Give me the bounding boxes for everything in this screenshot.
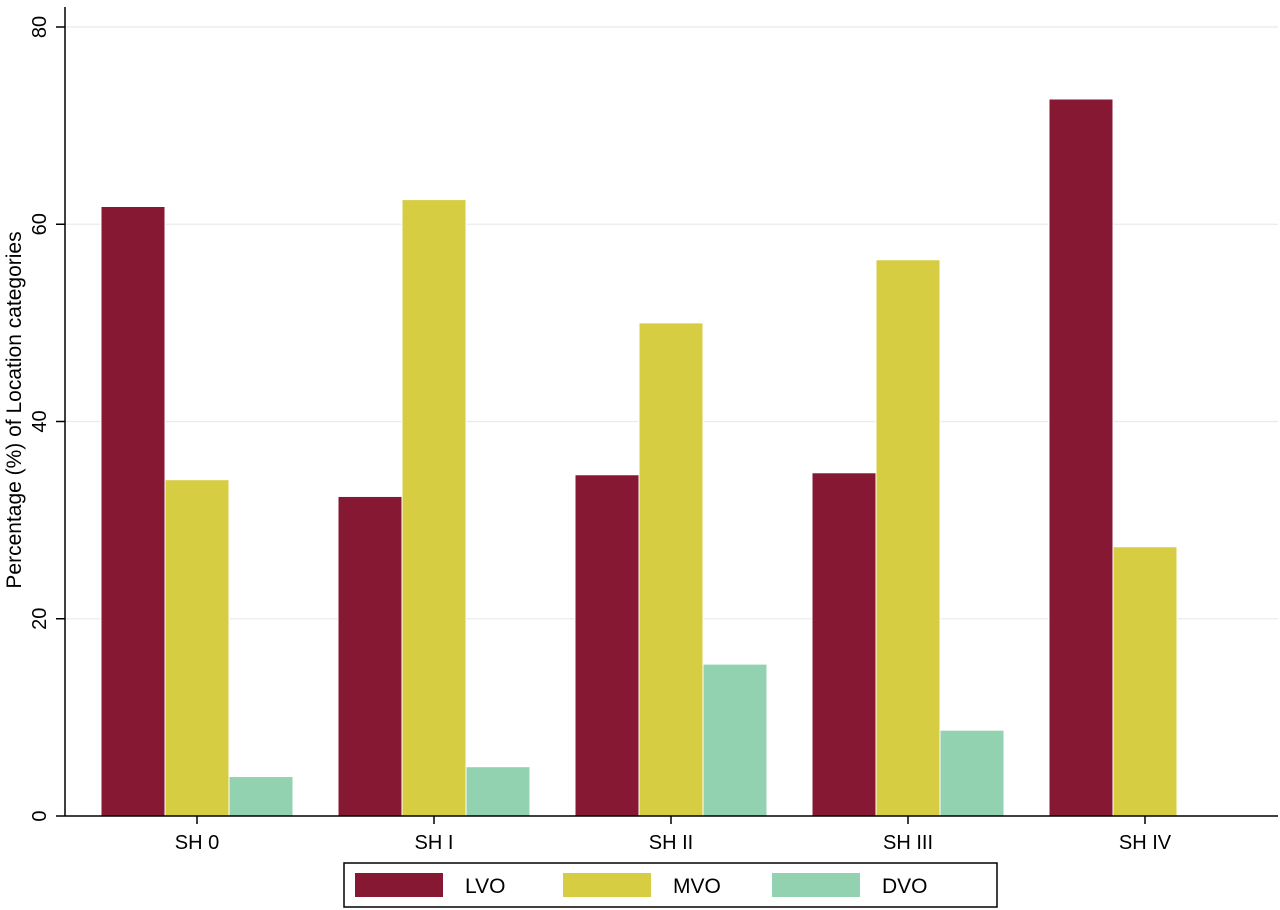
y-axis-title: Percentage (%) of Location categories (3, 231, 26, 588)
y-tick-label: 0 (29, 810, 51, 821)
bar-dvo-sh-i (465, 766, 531, 817)
y-ticks: 0 20 40 60 80 (29, 16, 65, 822)
y-tick-label: 40 (29, 410, 51, 432)
bar-mvo-sh-i (401, 199, 467, 817)
bar-mvo-sh-0 (164, 479, 230, 817)
bar-mvo-sh-iii (875, 259, 941, 817)
x-ticks: SH 0 SH I SH II SH III SH IV (175, 816, 1172, 854)
bar-lvo-sh-iii (811, 472, 877, 817)
y-tick-label: 20 (29, 608, 51, 630)
bar-lvo-sh-ii (574, 474, 640, 817)
x-tick-label: SH 0 (175, 832, 219, 854)
y-tick-label: 80 (29, 16, 51, 38)
legend-label-dvo: DVO (882, 875, 928, 898)
legend-swatch-dvo (772, 873, 860, 897)
bar-dvo-sh-iii (939, 729, 1005, 817)
bars (100, 98, 1178, 817)
y-tick-label: 60 (29, 213, 51, 235)
legend-swatch-mvo (563, 873, 651, 897)
x-tick-label: SH IV (1119, 832, 1172, 854)
legend-label-mvo: MVO (673, 875, 721, 898)
bar-mvo-sh-iv (1112, 546, 1178, 817)
legend-label-lvo: LVO (465, 875, 505, 898)
bar-dvo-sh-0 (228, 776, 294, 817)
legend: LVO MVO DVO (343, 862, 998, 908)
legend-box (343, 862, 998, 908)
bar-dvo-sh-ii (702, 663, 768, 817)
bar-mvo-sh-ii (638, 322, 704, 817)
bar-lvo-sh-0 (100, 205, 166, 817)
bar-lvo-sh-i (337, 495, 403, 817)
x-tick-label: SH II (649, 832, 693, 854)
bar-lvo-sh-iv (1048, 98, 1114, 817)
x-tick-label: SH I (415, 832, 454, 854)
legend-swatch-lvo (355, 873, 443, 897)
x-tick-label: SH III (883, 832, 933, 854)
